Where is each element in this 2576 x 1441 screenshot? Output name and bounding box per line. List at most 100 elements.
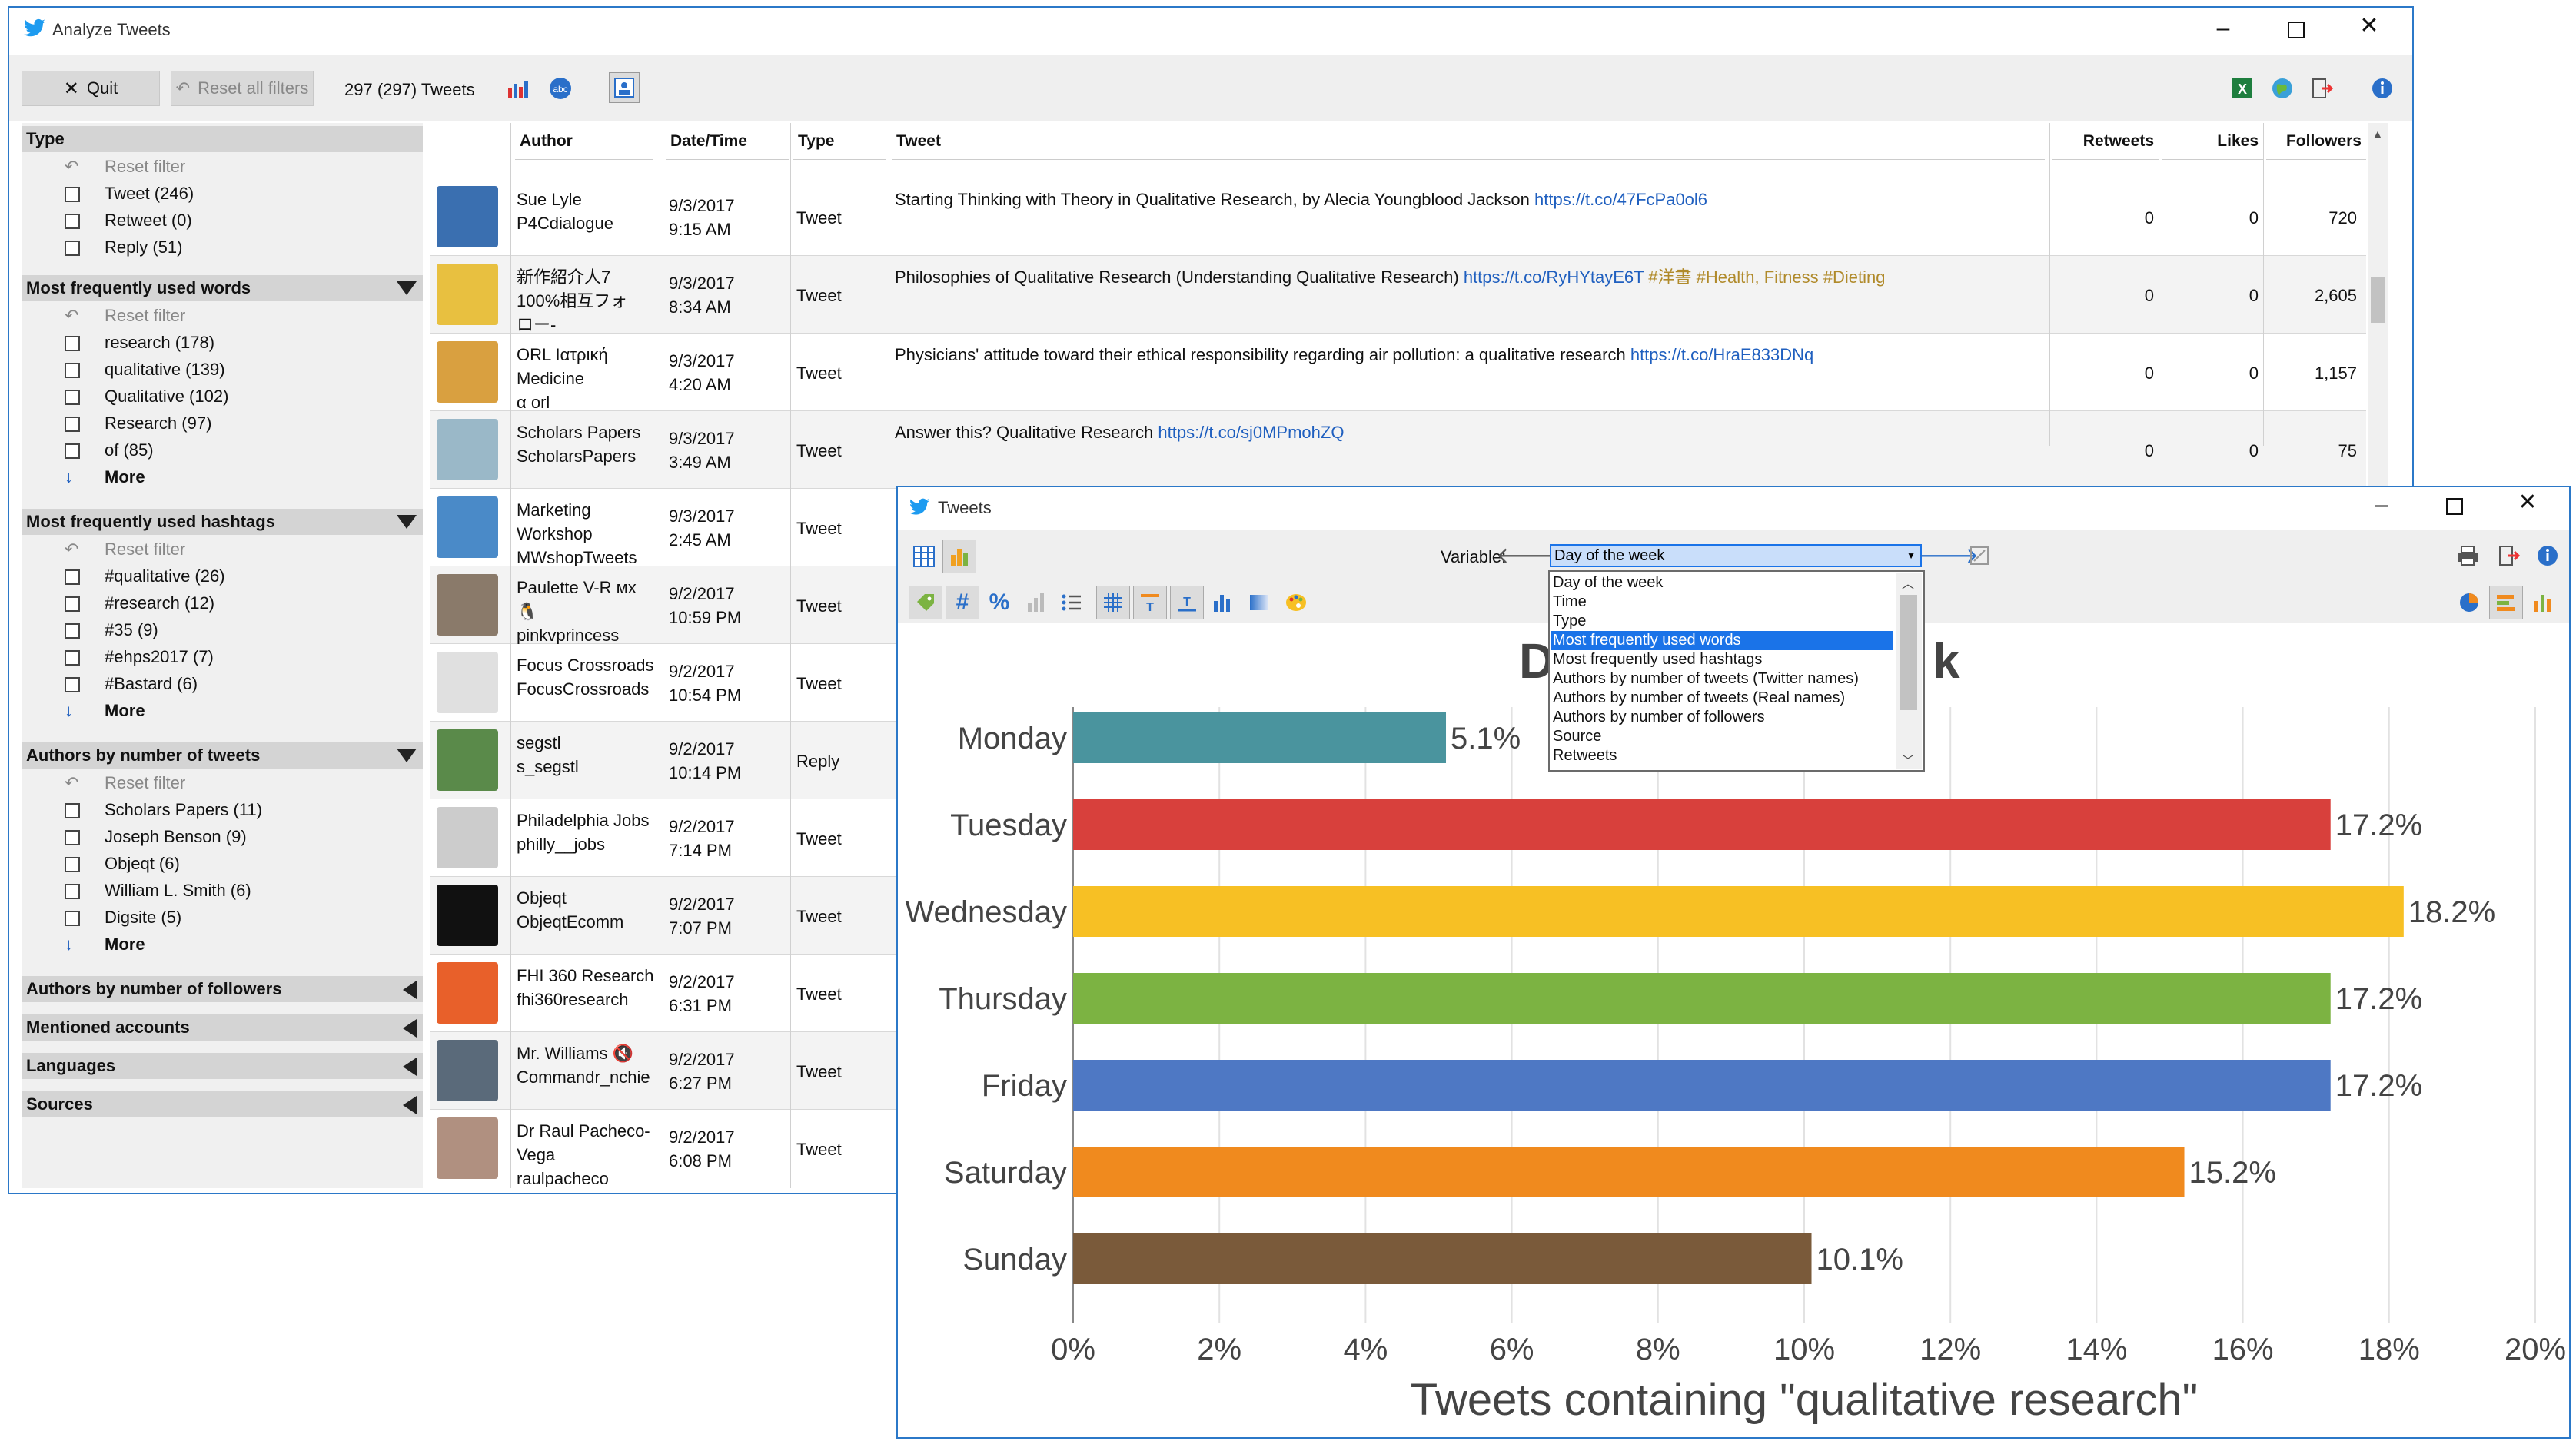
table-row[interactable]: Sue Lyle P4Cdialogue 9/3/2017 9:15 AM Tweet S… xyxy=(430,178,2366,256)
column-header-retweets[interactable]: Retweets xyxy=(2052,123,2159,160)
filter-author-item[interactable]: William L. Smith (6) xyxy=(22,878,423,904)
scroll-down-arrow-icon[interactable]: ﹀ xyxy=(1902,755,1915,768)
reset-all-filters-button[interactable]: ↶ Reset all filters xyxy=(171,71,314,106)
dropdown-option[interactable]: Type xyxy=(1553,613,1587,629)
filter-hashtag-item[interactable]: #Bastard (6) xyxy=(22,671,423,697)
quit-button[interactable]: ✕ Quit xyxy=(22,71,160,106)
tweet-link[interactable]: https://t.co/HraE833DNq xyxy=(1630,345,1814,364)
close-button[interactable]: ✕ xyxy=(2359,13,2379,38)
filter-type-item[interactable]: Tweet (246) xyxy=(22,181,423,207)
reset-filter-hashtags[interactable]: ↶ Reset filter xyxy=(22,536,423,563)
axis-title-icon[interactable]: T xyxy=(1170,586,1204,619)
reset-filter-authors[interactable]: ↶ Reset filter xyxy=(22,770,423,796)
filter-word-item[interactable]: qualitative (139) xyxy=(22,357,423,383)
sort-bars-icon[interactable] xyxy=(1022,589,1050,616)
list-icon[interactable] xyxy=(1058,589,1085,616)
clear-icon[interactable] xyxy=(1968,544,1991,567)
palette-icon[interactable] xyxy=(1282,589,1310,616)
chart-view-icon[interactable] xyxy=(942,540,976,573)
word-cloud-icon[interactable]: abc xyxy=(547,75,573,101)
column-header-datetime[interactable]: Date/Time▼ xyxy=(666,123,801,160)
filter-word-item[interactable]: of (85) xyxy=(22,437,423,463)
tweet-link[interactable]: https://t.co/sj0MPmohZQ xyxy=(1158,423,1345,442)
filter-word-item[interactable]: Research (97) xyxy=(22,410,423,437)
reset-filter-words[interactable]: ↶ Reset filter xyxy=(22,303,423,329)
filter-hashtag-item[interactable]: #ehps2017 (7) xyxy=(22,644,423,670)
dropdown-option[interactable]: Source xyxy=(1553,728,1602,745)
user-view-icon[interactable] xyxy=(609,72,640,103)
maximize-button[interactable] xyxy=(2439,493,2470,520)
minimize-button[interactable]: – xyxy=(2216,15,2230,41)
arrow-left-icon[interactable]: 🡐 xyxy=(1495,543,1558,569)
table-view-icon[interactable] xyxy=(909,541,939,572)
reset-filter-type[interactable]: ↶ Reset filter xyxy=(22,154,423,180)
variable-dropdown-list[interactable]: Day of the week Time Type Most frequently u… xyxy=(1548,570,1925,772)
filter-word-item[interactable]: Qualitative (102) xyxy=(22,383,423,410)
vertical-bar-icon[interactable] xyxy=(2529,589,2557,616)
maximize-button[interactable] xyxy=(2281,17,2312,43)
filter-hashtag-item[interactable]: #qualitative (26) xyxy=(22,563,423,589)
column-header-tweet[interactable]: Tweet xyxy=(892,123,2045,160)
column-header-followers[interactable]: Followers xyxy=(2266,123,2366,160)
globe-icon[interactable] xyxy=(2269,75,2295,101)
dropdown-option[interactable]: Time xyxy=(1553,593,1587,610)
more-hashtags-link[interactable]: ↓ More xyxy=(22,698,423,724)
filter-followers-header[interactable]: Authors by number of followers xyxy=(22,976,423,1002)
scroll-up-arrow-icon[interactable]: ▲ xyxy=(2372,128,2383,140)
scroll-thumb[interactable] xyxy=(1900,595,1917,710)
filter-hashtag-item[interactable]: #35 (9) xyxy=(22,617,423,643)
tweet-hashtags[interactable]: #洋書 #Health, Fitness #Dieting xyxy=(1644,267,1886,287)
filter-hashtags-header[interactable]: Most frequently used hashtags xyxy=(22,509,423,535)
horizontal-bar-icon[interactable] xyxy=(2489,586,2523,619)
filter-words-header[interactable]: Most frequently used words xyxy=(22,275,423,301)
tag-icon[interactable] xyxy=(909,586,942,619)
table-row[interactable]: Scholars Papers ScholarsPapers 9/3/2017 3:4… xyxy=(430,411,2366,489)
dropdown-option[interactable]: Most frequently used hashtags xyxy=(1553,651,1763,668)
title-toggle-icon[interactable]: T xyxy=(1133,586,1167,619)
filter-author-item[interactable]: Digsite (5) xyxy=(22,905,423,931)
excel-icon[interactable]: X xyxy=(2229,75,2255,101)
gradient-icon[interactable] xyxy=(1245,589,1273,616)
filter-authors-header[interactable]: Authors by number of tweets xyxy=(22,742,423,769)
dropdown-option[interactable]: Retweets xyxy=(1553,747,1617,764)
scroll-up-arrow-icon[interactable]: ︿ xyxy=(1902,578,1915,591)
arrow-right-icon[interactable]: 🡒 xyxy=(1916,543,1979,569)
minimize-button[interactable]: – xyxy=(2375,492,2388,517)
dropdown-option[interactable]: Authors by number of tweets (Real names) xyxy=(1553,689,1846,706)
dropdown-option[interactable]: Authors by number of followers xyxy=(1553,709,1765,725)
hash-count-icon[interactable]: # xyxy=(946,586,979,619)
filter-author-item[interactable]: Objeqt (6) xyxy=(22,851,423,877)
filter-word-item[interactable]: research (178) xyxy=(22,330,423,356)
export-icon[interactable] xyxy=(2309,75,2335,101)
variable-select[interactable]: Day of the week ▼ xyxy=(1550,544,1922,567)
pie-chart-icon[interactable] xyxy=(2455,589,2483,616)
table-row[interactable]: 新作紹介人7 100%相互フォ ロー- 9/3/2017 8:34 AM Tweet Phi… xyxy=(430,256,2366,334)
close-button[interactable]: ✕ xyxy=(2518,490,2538,515)
info-icon[interactable] xyxy=(2369,75,2395,101)
filter-type-item[interactable]: Reply (51) xyxy=(22,234,423,261)
scroll-thumb[interactable] xyxy=(2371,277,2385,323)
filter-hashtag-item[interactable]: #research (12) xyxy=(22,590,423,616)
dropdown-option[interactable]: Most frequently used words xyxy=(1551,631,1893,650)
chart-icon[interactable] xyxy=(506,77,532,100)
dropdown-option[interactable]: Authors by number of tweets (Twitter nam… xyxy=(1553,670,1859,687)
filter-type-header[interactable]: Type xyxy=(22,126,423,152)
more-authors-link[interactable]: ↓ More xyxy=(22,931,423,958)
filter-author-item[interactable]: Scholars Papers (11) xyxy=(22,797,423,823)
more-words-link[interactable]: ↓ More xyxy=(22,464,423,490)
column-header-author[interactable]: Author xyxy=(515,123,653,160)
export-icon[interactable] xyxy=(2495,543,2523,569)
percent-icon[interactable]: % xyxy=(989,589,1010,615)
column-header-likes[interactable]: Likes xyxy=(2162,123,2263,160)
filter-type-item[interactable]: Retweet (0) xyxy=(22,208,423,234)
bar-values-icon[interactable] xyxy=(1208,589,1236,616)
filter-languages-header[interactable]: Languages xyxy=(22,1053,423,1079)
table-row[interactable]: ORL Ιατρική Medicine α orl 9/3/2017 4:20 AM T… xyxy=(430,334,2366,411)
tweet-link[interactable]: https://t.co/RyHYtayE6T xyxy=(1463,267,1644,287)
dropdown-scrollbar[interactable]: ︿ ﹀ xyxy=(1896,573,1922,769)
column-header-type[interactable]: Type xyxy=(793,123,886,160)
print-icon[interactable] xyxy=(2454,543,2481,569)
dropdown-option[interactable]: Day of the week xyxy=(1553,574,1664,591)
table-row[interactable]: Marketing Workshop MWshopTweets 9/3/2017 2:4… xyxy=(430,489,2366,566)
grid-lines-icon[interactable] xyxy=(1096,586,1130,619)
